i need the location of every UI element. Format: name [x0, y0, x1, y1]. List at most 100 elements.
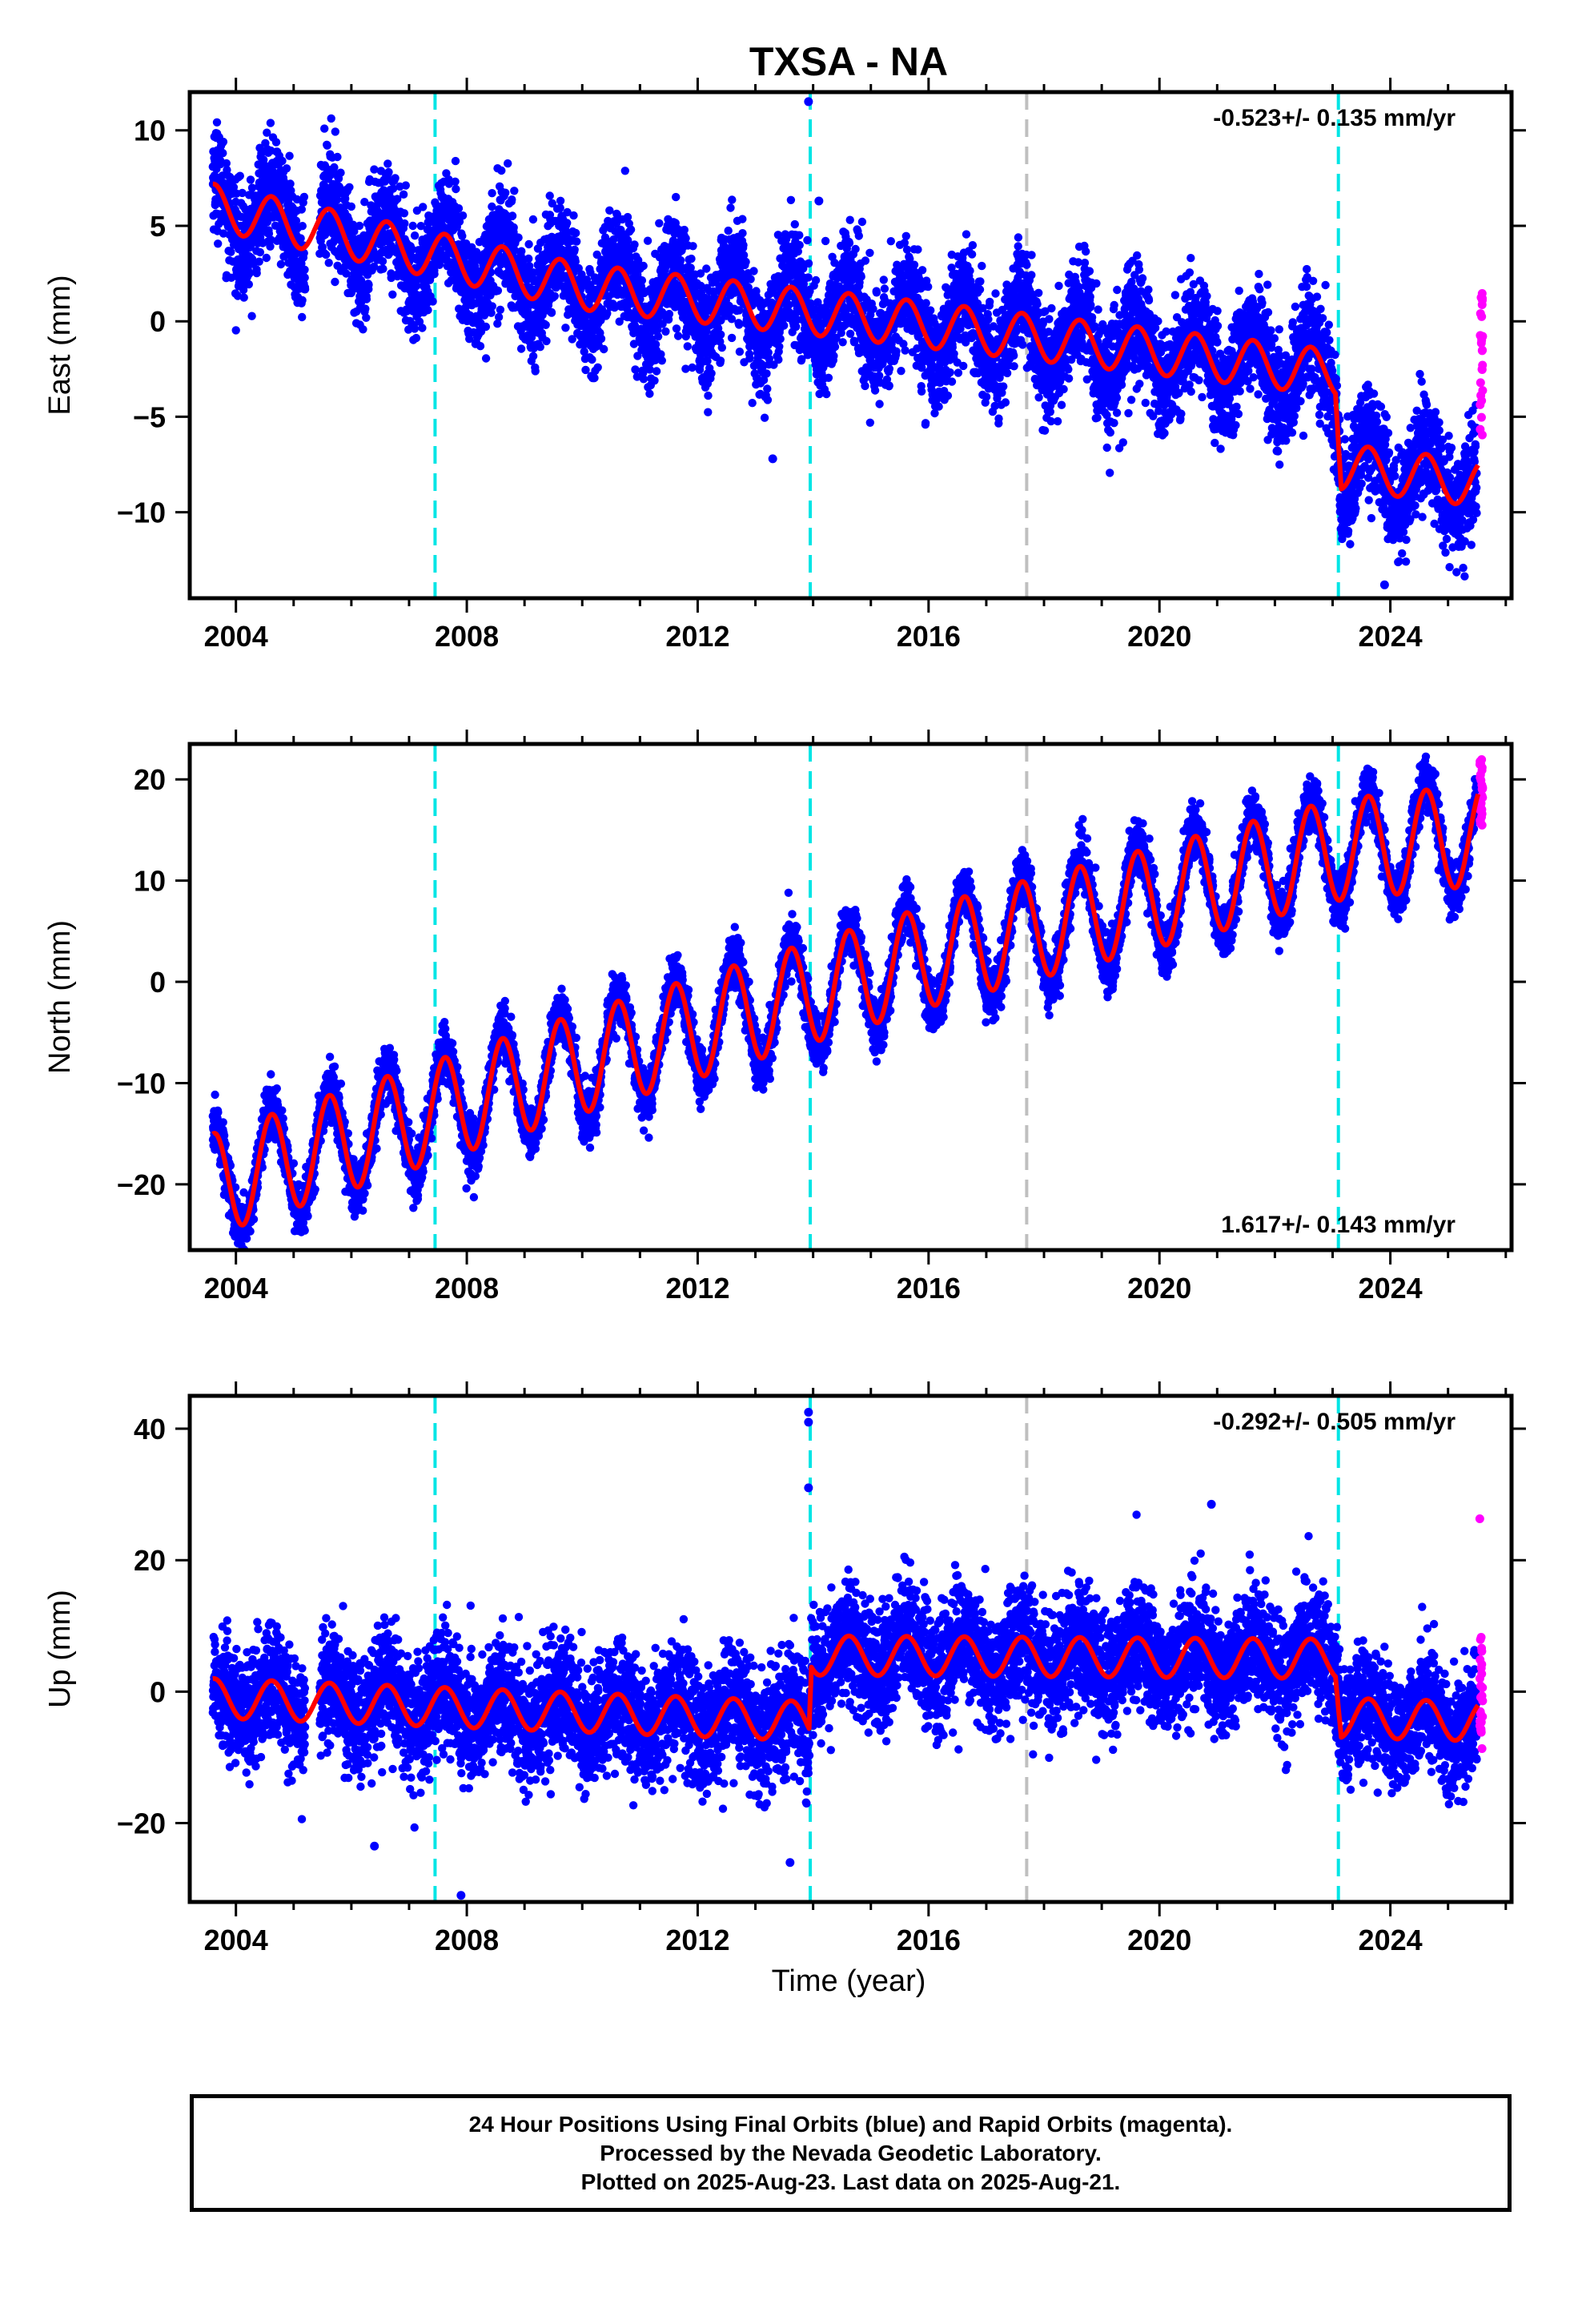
- data-point: [982, 392, 991, 401]
- data-point: [968, 241, 978, 250]
- data-point: [735, 348, 745, 356]
- data-point: [975, 285, 985, 294]
- data-point: [524, 239, 533, 249]
- data-point: [738, 215, 747, 223]
- data-point: [886, 237, 896, 246]
- data-point: [572, 228, 580, 238]
- data-point: [347, 202, 355, 211]
- data-point: [298, 312, 307, 322]
- data-point: [913, 245, 922, 254]
- data-point: [885, 381, 893, 390]
- data-point: [264, 229, 274, 238]
- data-point: [516, 344, 526, 353]
- data-point: [926, 306, 935, 315]
- data-point: [212, 118, 222, 127]
- data-point: [830, 342, 840, 352]
- data-point: [1010, 362, 1018, 371]
- data-point: [333, 152, 342, 162]
- data-point: [739, 240, 748, 250]
- data-point: [286, 179, 295, 188]
- final-orbit-points: [208, 114, 1481, 581]
- data-point: [570, 245, 579, 254]
- plot-area: [208, 92, 1488, 598]
- data-point: [986, 297, 994, 307]
- data-point: [278, 156, 287, 166]
- data-point: [510, 187, 519, 195]
- data-point: [880, 284, 889, 293]
- data-point: [419, 203, 428, 211]
- data-point: [488, 202, 496, 211]
- data-point: [239, 293, 248, 302]
- data-point: [547, 308, 556, 317]
- data-point: [238, 188, 247, 198]
- data-point: [600, 344, 608, 354]
- data-point: [488, 302, 496, 311]
- data-point: [298, 222, 307, 231]
- data-point: [501, 188, 510, 197]
- data-point: [556, 196, 565, 205]
- data-point: [795, 231, 804, 239]
- data-point: [749, 267, 758, 275]
- data-point: [861, 381, 869, 391]
- data-point: [680, 225, 689, 235]
- data-point: [657, 356, 666, 365]
- data-point: [861, 256, 870, 265]
- data-point: [364, 280, 373, 289]
- data-point: [838, 338, 847, 347]
- data-point: [1002, 368, 1012, 378]
- data-point: [845, 215, 854, 224]
- data-point: [424, 306, 432, 315]
- data-point: [320, 124, 329, 133]
- data-point: [966, 266, 974, 275]
- data-point: [415, 317, 424, 326]
- data-point: [870, 386, 880, 395]
- data-point: [865, 248, 874, 257]
- data-point: [331, 127, 339, 136]
- data-point: [255, 247, 265, 257]
- data-point: [962, 230, 971, 239]
- data-point: [235, 171, 244, 180]
- data-point: [626, 225, 636, 234]
- data-point: [728, 195, 737, 204]
- data-point: [359, 325, 367, 334]
- data-point: [219, 149, 227, 158]
- data-point: [689, 242, 697, 251]
- data-point: [442, 169, 451, 178]
- data-point: [804, 259, 813, 268]
- data-point: [869, 304, 877, 313]
- data-point: [322, 250, 331, 259]
- data-point: [921, 419, 930, 428]
- data-point: [687, 254, 696, 263]
- data-point: [947, 377, 957, 386]
- data-point: [569, 211, 578, 220]
- data-point: [408, 245, 416, 254]
- data-point: [418, 324, 427, 332]
- data-point: [760, 413, 769, 422]
- data-point: [738, 229, 747, 238]
- data-point: [748, 399, 757, 408]
- data-point: [541, 320, 550, 329]
- data-point: [252, 268, 261, 278]
- data-point: [536, 343, 544, 352]
- data-point: [909, 260, 919, 269]
- data-point: [410, 231, 420, 240]
- data-point: [494, 312, 504, 322]
- data-point: [1010, 351, 1018, 360]
- data-point: [383, 159, 392, 168]
- data-point: [300, 265, 309, 274]
- data-point: [276, 259, 286, 269]
- data-point: [324, 259, 333, 267]
- data-point: [950, 349, 958, 358]
- data-point: [222, 159, 231, 168]
- data-point: [458, 231, 467, 240]
- data-point: [497, 166, 506, 175]
- data-point: [298, 296, 307, 305]
- data-point: [795, 240, 804, 250]
- data-point: [247, 312, 256, 320]
- data-point: [296, 234, 305, 243]
- data-point: [1001, 398, 1010, 407]
- data-point: [943, 391, 953, 400]
- data-point: [596, 334, 606, 344]
